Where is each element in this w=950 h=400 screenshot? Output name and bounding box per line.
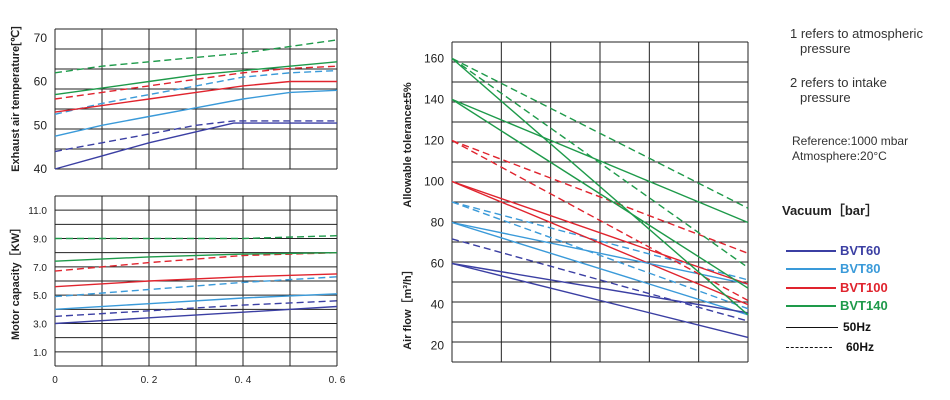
motor-ytick-label: 1.0 [33, 348, 47, 359]
temp-series-bvt80-60hz-line [54, 69, 338, 115]
temp-ytick-label: 50 [34, 118, 48, 132]
motor-ylabel: Motor capacity［KW］ [8, 222, 22, 340]
temp-series-bvt80-50hz-line [54, 89, 338, 137]
legend-label-60hz: 60Hz [846, 340, 875, 354]
airflow-series-bvt100-60hz-line [451, 139, 749, 302]
airflow-ytick-label: 60 [431, 257, 445, 271]
airflow-ytick-label: 120 [424, 133, 444, 147]
motor-xtick-label: 0. 6 [329, 375, 346, 386]
airflow-series-bvt140-50hz-line [451, 57, 749, 316]
airflow-series-bvt140-60hz-line [451, 57, 749, 269]
motor-ytick-label: 5.0 [33, 291, 47, 302]
temp-ytick-label: 60 [34, 75, 48, 89]
legend-swatch-50hz [786, 327, 838, 328]
temp-ytick-label: 40 [34, 162, 48, 176]
motor-ytick-label: 11.0 [28, 206, 47, 217]
airflow-ytick-label: 160 [424, 51, 444, 65]
note-atmospheric-line2: pressure [800, 41, 851, 56]
airflow-series-bvt80-60hz-line [451, 201, 749, 310]
note-reference-atmosphere: Atmosphere:20°C [792, 149, 887, 163]
note-intake: 2 refers to intake pressure [790, 75, 887, 105]
airflow-ytick-label: 20 [431, 339, 445, 353]
legend-swatch-bvt80 [786, 268, 836, 270]
airflow-series-bvt140-50hz-line [451, 98, 749, 224]
note-atmospheric: 1 refers to atmospheric pressure [790, 26, 923, 56]
motor-xtick-label: 0. 4 [235, 375, 252, 386]
airflow-series-bvt140-50hz-line [451, 98, 749, 289]
airflow-series-bvt60-50hz-line [451, 262, 749, 314]
airflow-series-bvt60-50hz-line [451, 262, 749, 339]
motor-series-bvt100-50hz-line [54, 273, 338, 288]
motor-series-bvt60-50hz-line [54, 305, 338, 325]
temp-series-bvt60-60hz-line [54, 120, 337, 153]
airflow-series-bvt60-60hz-line [451, 238, 749, 322]
legend-label-bvt80: BVT80 [840, 261, 881, 276]
legend-title: Vacuum［bar］ [782, 203, 879, 218]
airflow-series-bvt80-50hz-line [451, 221, 749, 316]
temp-series-bvt140-60hz-line [54, 39, 338, 74]
legend-swatch-bvt100 [786, 287, 836, 289]
legend-item-bvt80: BVT80 [786, 261, 936, 276]
legend-item-bvt100: BVT100 [786, 280, 936, 295]
legend-label-bvt100: BVT100 [840, 280, 888, 295]
note-reference: Reference:1000 mbar Atmosphere:20°C [792, 134, 908, 164]
motor-series-bvt80-60hz-line [54, 276, 338, 298]
legend-item-bvt60: BVT60 [786, 243, 936, 258]
airflow-ylabel-bottom: Air flow［m³/h］ [400, 264, 414, 350]
motor-xtick-label: 0. 2 [141, 375, 158, 386]
temp-series-bvt100-50hz-line [54, 80, 337, 113]
temp-series-bvt140-50hz-line [54, 61, 338, 96]
note-reference-pressure: Reference:1000 mbar [792, 134, 909, 148]
legend-item-bvt140: BVT140 [786, 298, 936, 313]
motor-series-bvt60-60hz-line [54, 300, 338, 318]
airflow-ylabel-top: Allowable tolerance±5% [402, 82, 414, 207]
airflow-ytick-label: 100 [424, 174, 444, 188]
motor-series-bvt140-60hz-line [55, 235, 338, 240]
legend-label-bvt60: BVT60 [840, 243, 881, 258]
note-intake-line2: pressure [800, 90, 851, 105]
airflow-series-bvt100-50hz-line [451, 180, 749, 285]
legend-item-60hz: 60Hz [786, 340, 936, 355]
motor-ytick-label: 3.0 [33, 320, 47, 331]
airflow-ytick-label: 140 [424, 92, 444, 106]
airflow-series-bvt100-60hz-line [451, 139, 749, 254]
airflow-ytick-label: 40 [431, 298, 445, 312]
legend-label-50hz: 50Hz [843, 320, 872, 334]
airflow-series-bvt140-60hz-line [451, 57, 749, 209]
legend-swatch-60hz [786, 347, 832, 348]
legend-swatch-bvt60 [786, 250, 836, 252]
legend-label-bvt140: BVT140 [840, 298, 888, 313]
note-atmospheric-line1: 1 refers to atmospheric [790, 26, 923, 41]
temp-series-bvt60-50hz-line [54, 122, 337, 170]
legend-item-50hz: 50Hz [786, 320, 936, 335]
motor-ytick-label: 9.0 [33, 235, 47, 246]
airflow-series-bvt100-50hz-line [451, 180, 749, 306]
note-intake-line1: 2 refers to intake [790, 75, 887, 90]
temp-ylabel: Exhaust air temperature[℃] [10, 26, 22, 172]
temp-ytick-label: 70 [34, 31, 48, 45]
airflow-ytick-label: 80 [431, 216, 445, 230]
motor-series-bvt80-50hz-line [54, 293, 338, 310]
motor-series-bvt140-50hz-line [54, 252, 338, 262]
motor-ytick-label: 7.0 [33, 263, 47, 274]
legend-swatch-bvt140 [786, 305, 836, 307]
temp-series-bvt100-60hz-line [54, 65, 338, 100]
motor-xtick-label: 0 [52, 375, 58, 386]
